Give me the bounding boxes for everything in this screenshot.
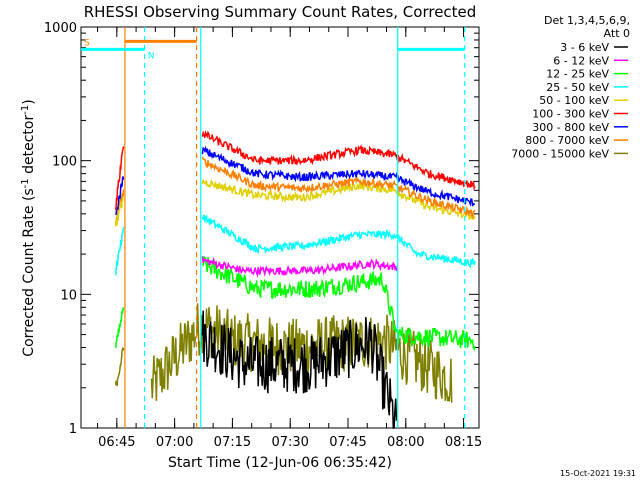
series-line-early — [114, 347, 125, 387]
x-axis-label: Start Time (12-Jun-06 06:35:42) — [168, 455, 392, 471]
legend-entry-label: 50 - 100 keV — [539, 94, 609, 107]
plot-frame — [80, 26, 480, 429]
x-tick-label: 08:00 — [387, 435, 424, 450]
series-line — [201, 256, 398, 278]
series-line — [150, 303, 453, 403]
flag-label-s: S — [84, 38, 90, 48]
legend-entry-label: 12 - 25 keV — [546, 68, 609, 81]
legend-entry-label: 3 - 6 keV — [560, 41, 609, 54]
series-line — [202, 255, 476, 352]
series-line — [201, 310, 398, 429]
y-tick-label: 1000 — [44, 21, 77, 36]
series-line — [201, 145, 475, 207]
series-line-early — [114, 146, 125, 211]
x-tick-label: 07:45 — [329, 435, 366, 450]
y-tick-label: 1 — [69, 422, 77, 437]
legend-entry-label: 6 - 12 keV — [553, 54, 609, 67]
legend-entry-label: 7000 - 15000 keV — [511, 147, 609, 160]
footer-timestamp: 15-Oct-2021 19:31 — [560, 469, 636, 478]
series-line — [201, 214, 476, 269]
flag-label-n: N — [148, 51, 155, 61]
series-line-early — [114, 196, 125, 227]
series-line — [201, 179, 476, 220]
series-line-early — [115, 176, 125, 216]
legend-entry-label: 25 - 50 keV — [546, 81, 609, 94]
series-line — [201, 156, 476, 219]
x-tick-label: 07:30 — [271, 435, 308, 450]
series-line-early — [114, 307, 125, 349]
x-tick-label: 08:15 — [445, 435, 482, 450]
legend-header: Det 1,3,4,5,6,9, — [544, 14, 630, 27]
y-axis-label: Corrected Count Rate (s-1 detector-1) — [20, 99, 37, 356]
series-line-early — [114, 227, 125, 276]
x-tick-label: 06:45 — [98, 435, 135, 450]
series-line — [201, 130, 476, 191]
legend-entry-label: 100 - 300 keV — [532, 108, 609, 121]
legend-header-att: Att 0 — [604, 27, 630, 40]
plot-area: 1 10 100 1000 06:45 07:00 07:15 07:30 07:45 08:00… — [44, 21, 482, 450]
chart-title: RHESSI Observing Summary Count Rates, Co… — [84, 3, 477, 21]
legend-entry-label: 300 - 800 keV — [532, 121, 609, 134]
x-tick-label: 07:15 — [214, 435, 251, 450]
legend-entry-label: 800 - 7000 keV — [525, 134, 609, 147]
y-tick-label: 100 — [52, 155, 77, 170]
x-tick-label: 07:00 — [156, 435, 193, 450]
y-tick-label: 10 — [60, 288, 77, 303]
